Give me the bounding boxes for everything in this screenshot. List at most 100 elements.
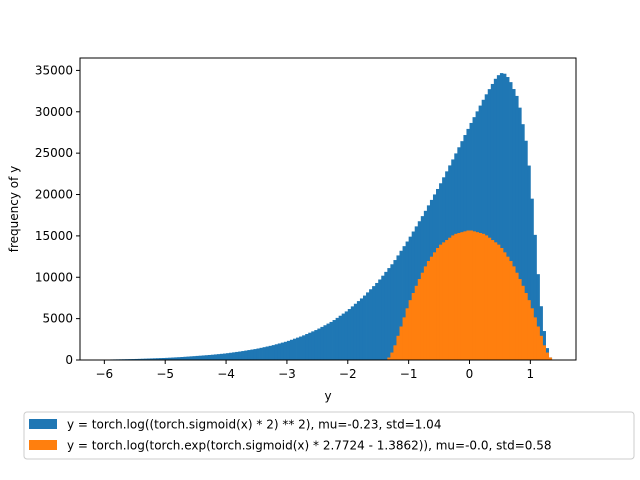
histogram-bar-s1-139 [527,165,531,360]
histogram-bar-s2-14 [429,256,434,360]
histogram-bar-s1-95 [393,260,397,360]
histogram-bar-s1-43 [235,351,239,360]
x-tick-label: −3 [278,367,296,381]
histogram-bar-s1-67 [308,332,312,360]
histogram-bar-s1-38 [219,353,224,360]
histogram-bar-s1-90 [378,279,382,360]
x-tick-label: −4 [217,367,235,381]
histogram-bar-s1-128 [493,78,498,360]
x-tick-label: −1 [400,367,418,381]
histogram-bar-s1-25 [180,357,184,360]
y-tick-label: 20000 [35,188,73,202]
histogram-bar-s1-48 [250,349,254,360]
histogram-bar-s2-15 [432,252,437,360]
series-log-exp-sigmoid-bars [387,230,553,360]
histogram-bar-s2-27 [469,230,473,360]
x-tick-label: −5 [156,367,174,381]
histogram-bar-s2-3 [396,335,400,360]
histogram-bar-s1-28 [189,356,193,360]
plot-area-frame [79,57,577,361]
histogram-bar-s1-134 [512,89,516,360]
histogram-bar-s1-123 [478,105,483,360]
histogram-bar-s1-81 [350,306,355,360]
histogram-bar-s2-38 [502,252,507,360]
histogram-bar-s1-137 [521,124,525,360]
histogram-bar-s2-37 [499,247,504,360]
histogram-bar-s1-34 [207,354,212,360]
y-tick-label: 5000 [42,312,73,326]
y-tick-label: 25000 [35,146,73,160]
histogram-bar-s2-42 [515,272,519,360]
legend-swatch-series-2 [29,440,57,450]
y-axis-label: frequency of y [7,166,21,252]
histogram-bar-s2-49 [536,326,540,360]
histogram-bar-s1-86 [366,292,370,360]
histogram-bar-s2-53 [548,357,553,360]
histogram-bar-s2-32 [484,235,489,360]
histogram-bar-s2-18 [442,242,446,360]
histogram-bar-s2-41 [512,266,516,360]
histogram-bar-s2-35 [493,242,498,360]
histogram-bar-s1-74 [329,321,333,360]
histogram-bar-s2-20 [448,237,452,360]
histogram-bar-s1-51 [259,347,263,360]
histogram-bar-s1-41 [229,352,233,360]
histogram-bar-s1-37 [216,354,221,360]
histogram-bar-s1-100 [408,236,413,360]
histogram-bar-s1-63 [296,337,300,360]
histogram-bar-s1-138 [524,140,528,360]
legend: y = torch.log((torch.sigmoid(x) * 2) ** … [23,411,635,460]
histogram-bar-s1-46 [244,350,248,360]
histogram-bar-s1-96 [396,255,400,360]
x-axis-ticks: −6 −5 −4 −3 −2 −1 0 1 [95,360,534,381]
histogram-bar-s1-10 [134,358,139,360]
histogram-bar-s1-136 [518,107,522,360]
histogram-bar-s1-42 [232,352,236,360]
histogram-bar-s2-52 [545,352,550,360]
histogram-bar-s1-49 [253,349,257,360]
histogram-bar-s2-5 [402,317,406,360]
y-tick-label: 15000 [35,229,73,243]
histogram-bar-s1-24 [177,357,181,360]
x-tick-label: 1 [527,367,535,381]
histogram-bar-s2-17 [439,244,443,360]
histogram-bar-s1-72 [323,325,327,360]
histogram-bar-s2-16 [436,247,440,360]
histogram-bar-s1-56 [274,344,279,360]
histogram-bar-s1-141 [533,234,537,360]
histogram-bar-s2-13 [426,261,431,360]
histogram-bar-s1-19 [162,357,166,360]
y-tick-label: 30000 [35,105,73,119]
histogram-bar-s2-47 [530,308,534,360]
histogram-bar-s1-52 [262,347,267,360]
histogram-bar-s2-34 [490,240,495,360]
histogram-bar-s1-55 [271,345,276,360]
histogram-bar-s1-85 [362,295,367,360]
x-tick-label: −2 [339,367,357,381]
x-tick-label: −6 [95,367,113,381]
histogram-bar-s2-12 [423,266,428,360]
histogram-bar-s1-22 [171,357,175,360]
histogram-bar-s2-26 [466,230,470,360]
histogram-bar-s1-13 [143,358,148,360]
histogram-bar-s2-23 [457,232,461,360]
histogram-bar-s1-23 [174,357,178,360]
histogram-bar-s1-98 [402,246,406,360]
histogram-bar-s2-9 [414,285,419,360]
histogram-bar-s1-83 [356,301,361,360]
histogram-bar-s1-16 [153,358,157,360]
histogram-bar-s1-80 [347,309,352,360]
histogram-bar-s1-126 [487,89,492,360]
histogram-bar-s1-60 [286,340,291,360]
histogram-bar-s1-61 [289,339,294,360]
histogram-bar-s1-58 [280,342,285,360]
histogram-bar-s2-44 [521,285,525,360]
y-tick-label: 35000 [35,63,73,77]
histogram-bar-s1-93 [387,268,391,360]
histogram-bar-s1-125 [484,94,489,361]
histogram-bar-s1-47 [247,350,251,360]
x-axis-label: y [324,389,331,403]
histogram-bar-s1-50 [256,348,260,360]
histogram-bar-s1-142 [536,274,540,360]
